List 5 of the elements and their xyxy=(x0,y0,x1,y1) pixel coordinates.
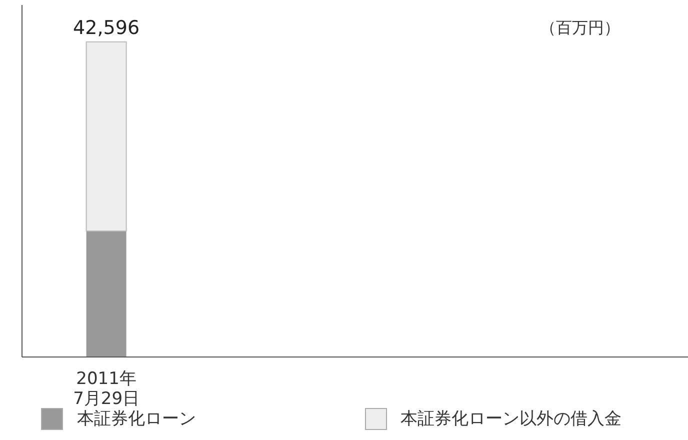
legend-label: 本証券化ローン xyxy=(77,408,196,430)
x-tick-label: 2011年 7月29日 xyxy=(73,369,140,409)
annotation: 42,596 xyxy=(73,16,140,39)
text: （百万円） xyxy=(540,18,620,39)
legend-label: 本証券化ローン以外の借入金 xyxy=(400,408,622,430)
